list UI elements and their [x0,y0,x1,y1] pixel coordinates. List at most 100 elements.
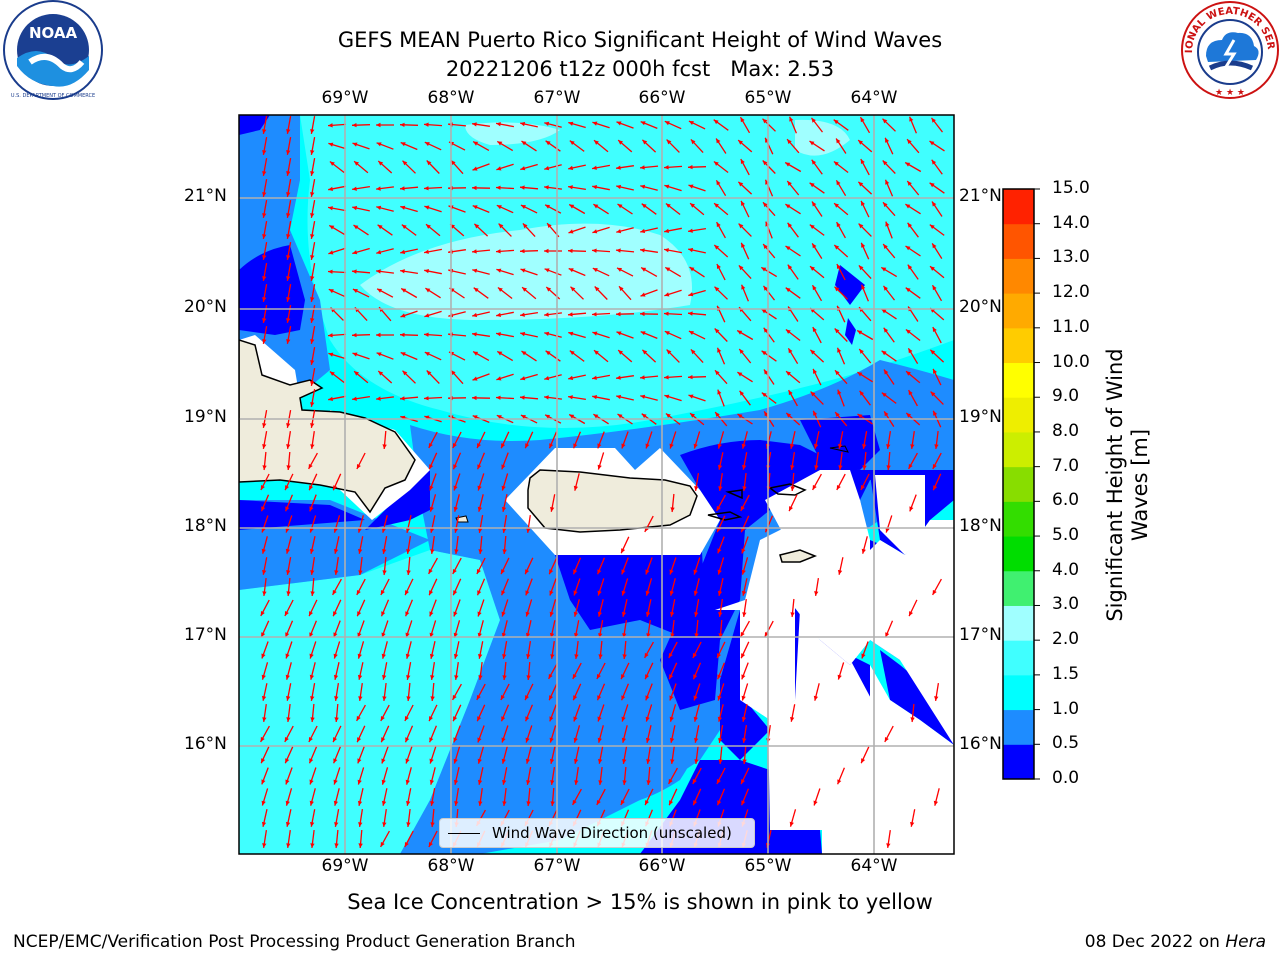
wind-wave-arrow [308,473,318,491]
wind-wave-arrow [477,599,485,617]
wind-wave-arrow [737,371,753,383]
wind-wave-arrow [497,286,513,300]
wind-wave-arrow [353,370,369,384]
wind-wave-arrow [714,369,728,385]
wind-wave-arrow [476,704,486,722]
wind-wave-arrow [740,788,750,806]
wind-wave-arrow [789,431,796,449]
wind-wave-arrow [567,185,587,191]
wind-wave-arrow [500,557,510,575]
wind-wave-arrow [525,599,533,617]
wind-wave-arrow [737,181,753,195]
wind-wave-arrow [788,389,798,407]
wind-wave-arrow [886,451,891,471]
wind-wave-arrow [519,185,539,190]
wind-wave-arrow [261,788,269,806]
wind-wave-arrow [596,557,606,575]
wind-wave-arrow [473,223,489,237]
wind-wave-arrow [381,788,388,806]
map-title: GEFS MEAN Puerto Rico Significant Height… [0,26,1280,84]
wind-wave-arrow [285,515,293,533]
wind-wave-arrow [764,137,774,155]
wind-wave-arrow [334,829,339,849]
wind-wave-arrow [592,331,610,339]
wind-wave-arrow [476,683,486,701]
colorbar-tick-label: 6.0 [1052,490,1080,511]
colorbar-tick-label: 5.0 [1052,525,1080,546]
wind-wave-arrow [260,473,270,491]
lat-label-right: 20°N [959,297,1002,317]
wind-wave-arrow [858,223,872,237]
wind-wave-arrow [522,222,536,238]
wind-wave-arrow [380,599,390,617]
wind-wave-arrow [833,202,849,216]
wind-wave-arrow [833,119,849,131]
wind-wave-arrow [645,725,652,743]
wind-wave-arrow [285,662,292,680]
wind-wave-arrow [520,268,538,276]
wind-wave-arrow [717,578,724,596]
wind-wave-arrow [741,683,749,701]
wind-wave-arrow [905,287,921,299]
wind-wave-arrow [549,578,557,596]
wind-wave-arrow [376,205,394,212]
wind-wave-arrow [262,430,268,450]
wind-wave-arrow [286,283,292,303]
wind-wave-arrow [931,284,943,302]
wind-wave-arrow [838,431,844,449]
colorbar-segment [1003,258,1034,294]
wind-wave-arrow [861,641,869,659]
wind-wave-arrow [526,787,531,807]
wind-wave-arrow [644,788,654,806]
wind-wave-arrow [858,264,872,280]
wind-wave-arrow [476,452,486,470]
wind-wave-arrow [261,641,269,659]
colorbar-tick-label: 11.0 [1052,316,1090,337]
wind-wave-arrow [262,557,268,575]
wind-wave-arrow [763,327,775,343]
wind-wave-arrow [544,374,562,381]
wind-wave-arrow [333,788,340,806]
wind-wave-arrow [452,431,462,449]
wind-wave-arrow [521,350,537,362]
wind-wave-arrow [690,138,704,154]
wind-wave-arrow [694,619,699,639]
wind-wave-arrow [333,767,341,785]
wind-wave-arrow [760,266,778,278]
wind-wave-arrow [310,241,316,261]
wind-wave-arrow [645,431,653,449]
wind-wave-arrow [905,328,921,342]
wind-wave-arrow [668,788,678,806]
wind-wave-arrow [811,284,823,302]
wind-wave-arrow [666,349,680,363]
wind-wave-arrow [741,536,749,554]
wind-wave-arrow [399,396,419,401]
wind-wave-arrow [526,661,531,681]
wind-wave-arrow [689,202,705,216]
wind-wave-arrow [860,242,870,260]
wind-wave-arrow [568,267,586,277]
wind-wave-arrow [644,662,654,680]
wind-wave-arrow [715,179,727,197]
colorbar-tick-label: 15.0 [1052,178,1090,198]
wind-wave-arrow [500,578,510,596]
lat-label-left: 18°N [184,516,227,536]
wind-wave-arrow [454,536,459,554]
wind-wave-arrow [453,725,461,743]
wind-wave-arrow [496,204,514,214]
wind-wave-arrow [327,333,347,338]
wind-wave-arrow [286,220,292,240]
colorbar-tick-label: 8.0 [1052,420,1080,441]
wind-wave-arrow [836,767,846,785]
wind-wave-arrow [549,599,557,617]
legend-label: Wind Wave Direction (unscaled) [492,824,732,842]
colorbar-segment [1003,293,1034,329]
wind-wave-arrow [333,536,340,554]
wind-wave-arrow [310,283,316,303]
wind-wave-arrow [310,830,315,848]
wind-wave-arrow [736,329,754,341]
wind-wave-arrow [713,119,729,131]
wind-wave-arrow [262,325,268,345]
wind-wave-arrow [501,599,509,617]
wind-wave-arrow [687,375,707,380]
